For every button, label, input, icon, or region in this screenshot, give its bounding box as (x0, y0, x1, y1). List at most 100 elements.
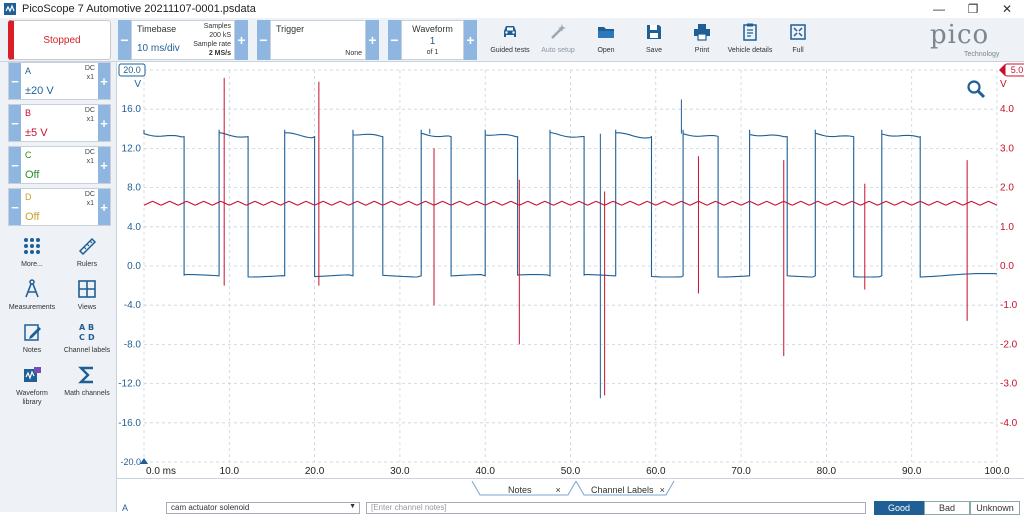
channel-a-probe: x1 (86, 74, 94, 81)
right-axis-tick-label: 0.0 (1000, 261, 1014, 272)
tab-channel-labels-label: Channel Labels (591, 485, 654, 495)
right-axis-tick-label: 2.0 (1000, 183, 1014, 194)
math-channels-tool-button[interactable]: Math channels (62, 365, 112, 398)
channel-labels-tool-label: Channel labels (63, 347, 111, 354)
rulers-tool-button[interactable]: Rulers (62, 236, 112, 269)
channel-a-name: A (25, 66, 32, 76)
more-tool-button[interactable]: More... (7, 236, 57, 269)
full-button[interactable]: Full (772, 20, 824, 58)
timebase-panel[interactable]: Timebase 10 ms/div Samples 200 kS Sample… (131, 20, 235, 60)
channel-d-increase-button[interactable]: + (98, 189, 110, 225)
x-axis-tick-label: 60.0 (646, 466, 666, 477)
car-icon (504, 26, 516, 37)
vehicle-details-button[interactable]: Vehicle details (724, 20, 776, 58)
rating-bad-button[interactable]: Bad (924, 501, 970, 515)
channel-c-decrease-button[interactable]: − (9, 147, 21, 183)
maximize-button[interactable]: ❐ (967, 2, 979, 16)
samples-value: 200 kS (209, 32, 231, 39)
waveform-index: 1 (429, 36, 436, 47)
guided-tests-button[interactable]: Guided tests (484, 20, 536, 58)
wand-icon (551, 24, 566, 39)
printer-icon (694, 24, 710, 41)
notes-tool-button[interactable]: Notes (7, 322, 57, 355)
print-button[interactable]: Print (676, 20, 728, 58)
channel-c-panel[interactable]: − C DC x1 Off + (8, 146, 111, 184)
trigger-decrease-button[interactable]: − (257, 20, 270, 60)
title-bar: PicoScope 7 Automotive 20211107-0001.psd… (0, 0, 1024, 18)
views-tool-button[interactable]: Views (62, 279, 112, 312)
math-channels-tool-label: Math channels (64, 390, 110, 397)
svg-text:A: A (79, 323, 86, 332)
zoom-lens (967, 80, 981, 94)
rating-good-button[interactable]: Good (874, 501, 924, 515)
rating-unknown-button[interactable]: Unknown (970, 501, 1020, 515)
channel-notes-input[interactable]: [Enter channel notes] (366, 502, 866, 514)
sigma-icon (78, 366, 93, 384)
channel-b-decrease-button[interactable]: − (9, 105, 21, 141)
timebase-decrease-button[interactable]: − (118, 20, 131, 60)
x-axis-tick-label: 50.0 (561, 466, 581, 477)
channel-a-panel[interactable]: − A DC x1 ±20 V + (8, 62, 111, 100)
save-button[interactable]: Save (628, 20, 680, 58)
right-axis-unit: V (1000, 79, 1007, 90)
tab-channel-labels[interactable]: Channel Labels × (591, 482, 665, 498)
tab-notes-close-icon[interactable]: × (555, 485, 561, 495)
notes-tool-label: Notes (22, 347, 42, 354)
auto-setup-button[interactable]: Auto setup (532, 20, 584, 58)
left-axis-tick-label: -4.0 (124, 300, 142, 311)
waveform-label: Waveform (412, 24, 453, 34)
close-button[interactable]: ✕ (1001, 2, 1013, 16)
tab-notes[interactable]: Notes × (508, 482, 561, 498)
zoom-handle (976, 89, 986, 99)
channel-b-probe: x1 (86, 116, 94, 123)
waveform-previous-button[interactable]: − (388, 20, 401, 60)
open-button[interactable]: Open (580, 20, 632, 58)
minimize-button[interactable]: — (933, 2, 945, 16)
notes-icon (24, 324, 41, 341)
measurements-tool-button[interactable]: Measurements (7, 279, 57, 312)
trigger-increase-button[interactable]: + (366, 20, 379, 60)
channel-d-panel[interactable]: − D DC x1 Off + (8, 188, 111, 226)
fullscreen-icon (790, 24, 806, 40)
waveform-library-tool-button[interactable]: Waveform library (7, 365, 57, 407)
right-axis-tick-label: -2.0 (1000, 339, 1018, 350)
right-axis-top-marker (1004, 63, 1024, 77)
grid (143, 69, 998, 463)
scope-plot[interactable]: 16.0 12.0 8.0 4.0 0.0 -4.0 -8.0 -12.0 -16.0 4.0 3.… (117, 62, 1024, 478)
ruler-icon (78, 237, 97, 256)
abcd-icon: A BC D (79, 323, 95, 342)
run-stop-button[interactable]: Stopped (8, 20, 111, 60)
channel-b-increase-button[interactable]: + (98, 105, 110, 141)
channel-d-name: D (25, 192, 32, 202)
sample-rate-label: Sample rate (193, 41, 231, 48)
right-axis-top-arrow (999, 64, 1005, 76)
channel-label-select[interactable]: cam actuator solenoid ▼ (166, 502, 360, 514)
tab-channel-labels-close-icon[interactable]: × (659, 485, 665, 495)
left-axis-tick-label: 0.0 (127, 261, 141, 272)
clipboard-icon (743, 23, 757, 41)
channel-a-range: ±20 V (25, 85, 54, 97)
channel-a-trace (143, 129, 998, 278)
x-axis-tick-label: 90.0 (902, 466, 922, 477)
trigger-panel[interactable]: Trigger None (270, 20, 366, 60)
channel-b-panel[interactable]: − B DC x1 ±5 V + (8, 104, 111, 142)
waveform-next-button[interactable]: + (464, 20, 477, 60)
channel-a-increase-button[interactable]: + (98, 63, 110, 99)
channel-a-decrease-button[interactable]: − (9, 63, 21, 99)
channel-c-increase-button[interactable]: + (98, 147, 110, 183)
trigger-label: Trigger (276, 24, 305, 34)
zoom-icon[interactable] (967, 80, 986, 99)
timebase-increase-button[interactable]: + (235, 20, 248, 60)
right-axis-tick-label: -3.0 (1000, 379, 1018, 390)
scope-view[interactable]: 16.0 12.0 8.0 4.0 0.0 -4.0 -8.0 -12.0 -16.0 4.0 3.… (117, 62, 1024, 478)
floppy-icon (647, 25, 661, 39)
left-axis-tick-label: -8.0 (124, 339, 142, 350)
x-axis-tick-label: 40.0 (475, 466, 495, 477)
channel-d-decrease-button[interactable]: − (9, 189, 21, 225)
time-zero-marker (140, 458, 148, 464)
svg-text:C: C (79, 333, 85, 342)
waveform-panel: Waveform 1 of 1 (401, 20, 464, 60)
waveform-library-tool-label: Waveform library (16, 390, 48, 406)
x-axis-tick-label: 0.0 ms (146, 466, 176, 477)
